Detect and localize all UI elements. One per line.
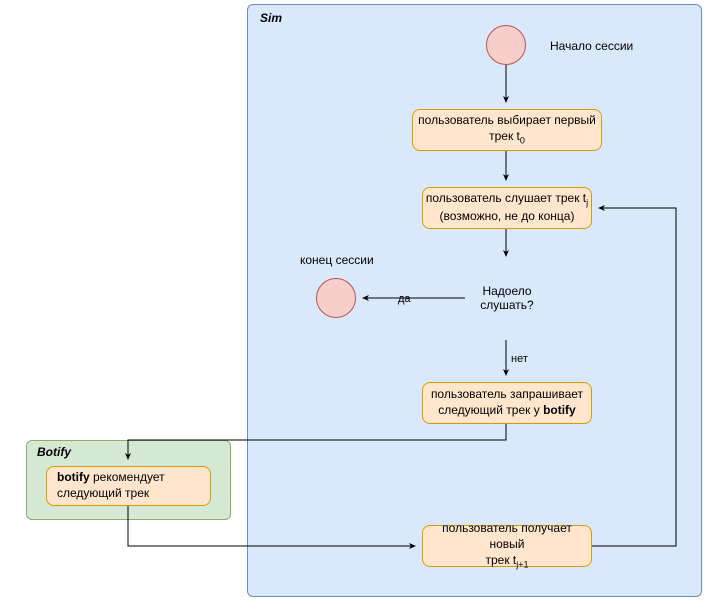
node-decision-bored: Надоело слушать? bbox=[468, 259, 546, 337]
listen-text: пользователь слушает трек tj (возможно, … bbox=[426, 191, 588, 225]
node-pick-first-track: пользователь выбирает первый трек t0 bbox=[412, 109, 602, 151]
node-request-next: пользователь запрашивает следующий трек … bbox=[422, 382, 592, 424]
end-label: конец сессии bbox=[300, 253, 374, 267]
start-label: Начало сессии bbox=[550, 39, 633, 53]
container-sim-label: Sim bbox=[260, 11, 282, 25]
receive-next-text: пользователь получает новый трек tj+1 bbox=[423, 521, 591, 570]
request-next-text: пользователь запрашивает следующий трек … bbox=[431, 387, 583, 418]
edge-label: да bbox=[398, 293, 411, 305]
node-botify-recommends: botify рекомендует следующий трек bbox=[46, 466, 211, 506]
node-listen-track: пользователь слушает трек tj (возможно, … bbox=[422, 187, 592, 229]
decision-text: Надоело слушать? bbox=[480, 284, 533, 312]
start-node bbox=[486, 25, 526, 65]
end-node bbox=[316, 278, 356, 318]
edge-label: нет bbox=[511, 353, 528, 365]
node-receive-next: пользователь получает новый трек tj+1 bbox=[422, 525, 592, 567]
container-botify-label: Botify bbox=[37, 445, 71, 459]
pick-first-text: пользователь выбирает первый трек t0 bbox=[418, 113, 596, 147]
botify-rec-text: botify рекомендует следующий трек bbox=[47, 470, 210, 501]
